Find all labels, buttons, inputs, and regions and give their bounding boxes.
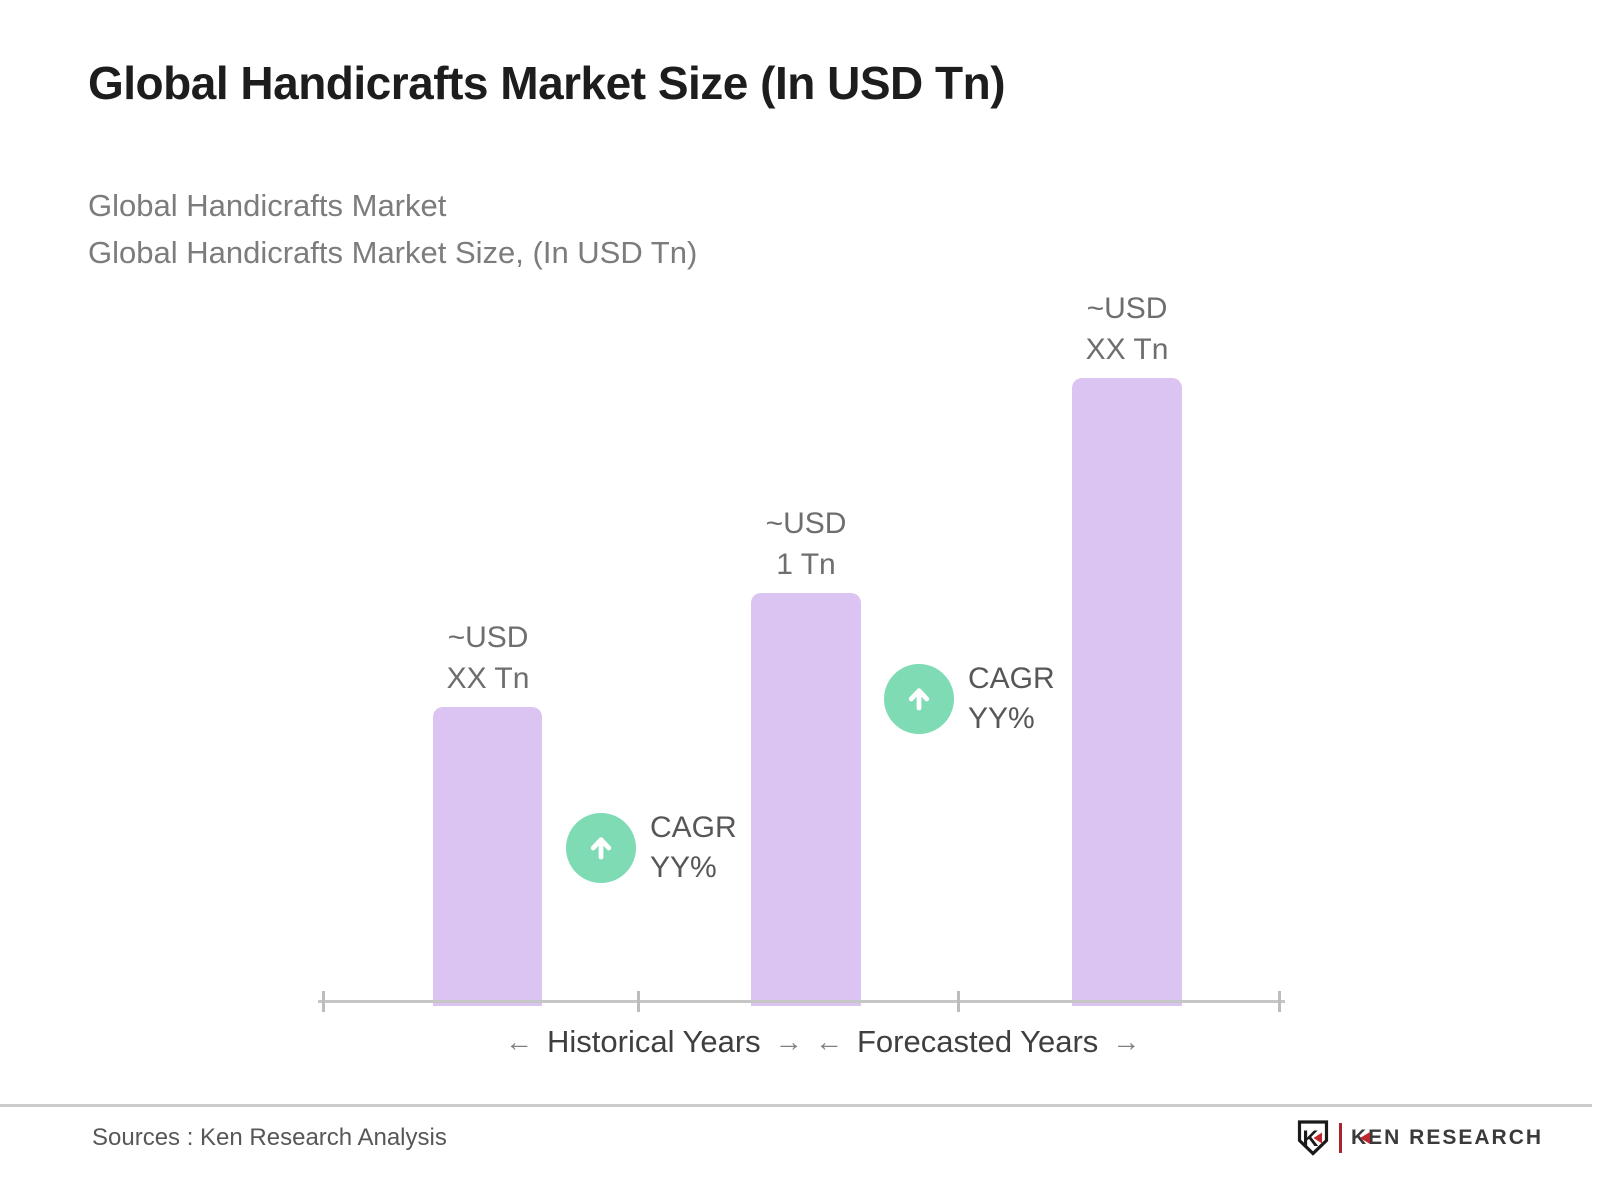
ken-research-emblem-icon: K <box>1297 1120 1329 1156</box>
emblem-red-triangle <box>1313 1132 1322 1144</box>
bar3-label-line2: XX Tn <box>1085 333 1169 366</box>
bar-forecast <box>1072 378 1182 1006</box>
cagr-badge-forecast: CAGR YY% <box>884 659 1055 739</box>
cagr-badge-historical: CAGR YY% <box>566 808 737 888</box>
logo-rest-letters: EN RESEARCH <box>1368 1126 1544 1149</box>
logo-wordmark: KEN RESEARCH <box>1351 1126 1543 1150</box>
bar-base-year <box>751 593 861 1006</box>
bar2-label-line1: ~USD <box>765 507 847 540</box>
cagr-text: CAGR YY% <box>968 659 1055 739</box>
logo-k-letter: K <box>1351 1126 1369 1149</box>
footer-divider <box>0 1104 1592 1107</box>
subtitle-line-1: Global Handicrafts Market <box>88 188 447 223</box>
growth-arrow-icon <box>566 813 636 883</box>
x-axis-line <box>318 1000 1285 1003</box>
bar3-label-line1: ~USD <box>1086 292 1168 325</box>
ken-research-logo: K KEN RESEARCH <box>1296 1120 1543 1156</box>
sources-note: Sources : Ken Research Analysis <box>92 1124 447 1151</box>
growth-arrow-icon <box>884 664 954 734</box>
bar-value-label-historical: ~USD XX Tn <box>378 617 598 699</box>
right-arrow-icon: → <box>774 1026 803 1057</box>
logo-separator <box>1339 1123 1342 1153</box>
cagr2-line2: YY% <box>968 702 1035 735</box>
bar1-label-line2: XX Tn <box>446 662 530 695</box>
cagr2-line1: CAGR <box>968 662 1055 695</box>
cagr1-line1: CAGR <box>650 811 737 844</box>
x-axis-tick <box>957 991 960 1012</box>
cagr-text: CAGR YY% <box>650 808 737 888</box>
subtitle-line-2: Global Handicrafts Market Size, (In USD … <box>88 235 698 270</box>
emblem-k-letter: K <box>1303 1126 1319 1151</box>
left-arrow-icon: ← <box>505 1026 533 1057</box>
bar2-label-line2: 1 Tn <box>776 548 836 581</box>
x-axis-tick <box>322 991 325 1012</box>
bar-value-label-forecast: ~USD XX Tn <box>1017 288 1237 370</box>
right-arrow-icon: → <box>1112 1026 1141 1057</box>
page-title: Global Handicrafts Market Size (In USD T… <box>88 57 1006 109</box>
bar-value-label-base-year: ~USD 1 Tn <box>696 503 916 585</box>
historical-years-label: Historical Years <box>547 1024 761 1059</box>
bar-historical <box>433 707 542 1006</box>
left-arrow-icon: ← <box>815 1026 843 1057</box>
forecasted-years-label: Forecasted Years <box>857 1024 1099 1059</box>
x-axis-tick <box>637 991 640 1012</box>
x-axis-tick <box>1278 991 1281 1012</box>
axis-group-historical-years: ← Historical Years → <box>505 1024 803 1060</box>
bar1-label-line1: ~USD <box>447 621 529 654</box>
chart-subtitle: Global Handicrafts Market Global Handicr… <box>88 182 697 276</box>
axis-group-forecasted-years: ← Forecasted Years → <box>815 1024 1140 1060</box>
cagr1-line2: YY% <box>650 851 717 884</box>
